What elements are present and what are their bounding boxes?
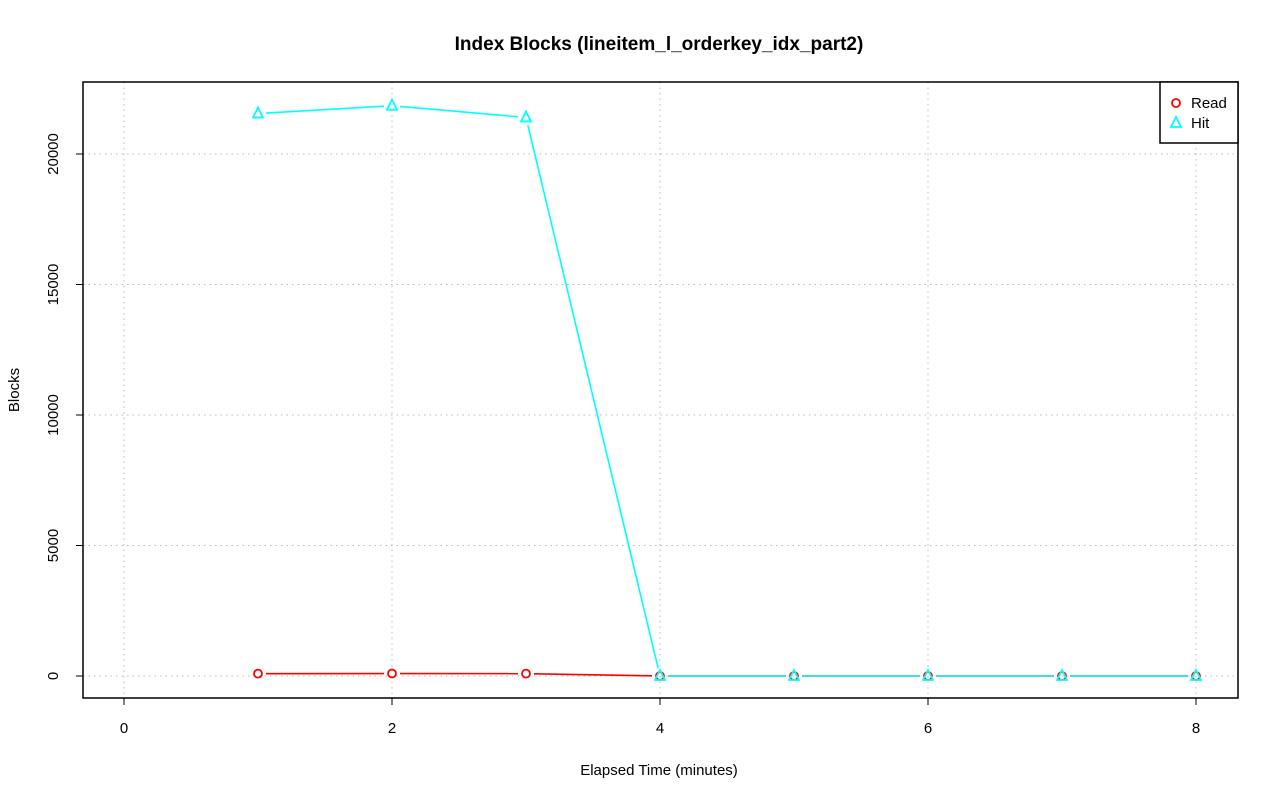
y-axis: 0 5000 10000 15000 20000	[45, 133, 83, 680]
series-hit	[251, 97, 1203, 681]
x-axis: 0 2 4 6 8	[120, 698, 1200, 737]
x-tick-label: 2	[388, 720, 396, 737]
x-tick-label: 8	[1192, 720, 1200, 737]
x-tick-label: 0	[120, 720, 128, 737]
grid	[83, 82, 1238, 698]
y-tick-label: 15000	[45, 264, 62, 306]
data-point	[385, 97, 399, 111]
y-axis-label: Blocks	[6, 368, 23, 412]
data-point	[251, 105, 265, 119]
data-point	[253, 668, 263, 679]
data-point	[519, 109, 533, 123]
y-tick-label: 10000	[45, 394, 62, 436]
series-layer	[251, 97, 1203, 681]
series-line-segment	[527, 125, 659, 669]
series-line-segment	[399, 105, 519, 118]
data-point	[787, 667, 801, 681]
data-point	[1189, 667, 1203, 681]
x-tick-label: 6	[924, 720, 932, 737]
legend-marker-read	[1171, 98, 1181, 108]
legend-box	[1159, 81, 1239, 144]
y-tick-label: 5000	[45, 529, 62, 562]
data-point	[921, 667, 935, 681]
data-point	[387, 668, 397, 679]
chart-title: Index Blocks (lineitem_l_orderkey_idx_pa…	[455, 34, 864, 55]
x-axis-label: Elapsed Time (minutes)	[580, 762, 738, 779]
data-point	[521, 668, 531, 679]
data-point	[653, 667, 667, 681]
legend-marker-hit	[1169, 114, 1183, 128]
legend-label-read: Read	[1191, 95, 1227, 112]
series-line-segment	[533, 672, 653, 677]
data-point	[1055, 667, 1069, 681]
x-tick-label: 4	[656, 720, 664, 737]
series-line-segment	[265, 105, 385, 114]
legend: Read Hit	[1159, 81, 1239, 144]
y-tick-label: 0	[45, 672, 62, 680]
y-tick-label: 20000	[45, 133, 62, 175]
legend-label-hit: Hit	[1191, 115, 1210, 132]
